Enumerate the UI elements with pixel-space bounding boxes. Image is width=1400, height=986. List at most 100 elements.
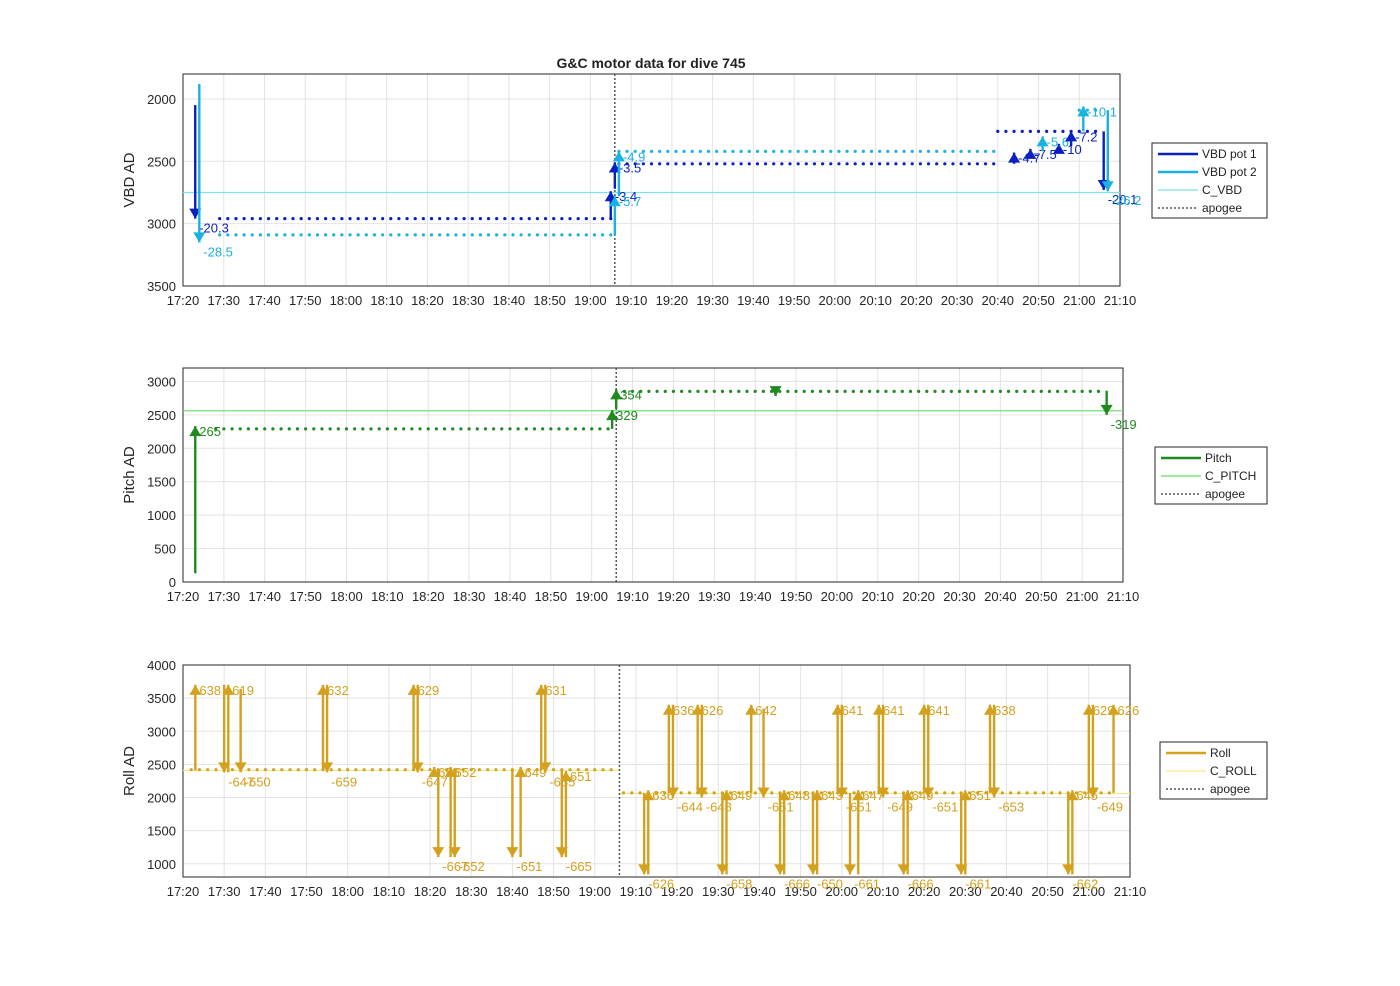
data-point [1072, 389, 1076, 394]
arrow-head [1024, 148, 1037, 159]
x-tick-label: 20:10 [862, 589, 895, 604]
data-point [827, 389, 831, 394]
arrow-head [769, 386, 782, 397]
x-tick-label: 19:10 [616, 589, 649, 604]
data-point [633, 162, 637, 166]
data-point [1020, 129, 1024, 133]
data-point [1000, 791, 1004, 795]
x-tick-label: 17:40 [248, 293, 281, 308]
data-point [304, 768, 309, 772]
data-point [565, 427, 569, 431]
legend-label: Roll [1210, 746, 1231, 760]
data-point [935, 162, 939, 166]
legend-label: C_PITCH [1205, 469, 1256, 483]
x-tick-label: 19:20 [656, 293, 689, 308]
arrow-label: -649 [1097, 800, 1123, 815]
data-point [690, 149, 694, 153]
data-point [755, 162, 760, 166]
data-point [788, 162, 792, 166]
arrow-label: -662 [1072, 876, 1098, 891]
data-point [803, 791, 807, 795]
arrow-label: -650 [245, 774, 271, 789]
data-point [755, 149, 760, 153]
data-point [405, 217, 409, 221]
x-tick-label: 20:40 [984, 589, 1017, 604]
data-point [967, 149, 971, 153]
data-point [737, 791, 741, 795]
data-point [1096, 389, 1101, 394]
data-point [551, 768, 556, 772]
data-point [478, 233, 482, 237]
data-point [745, 389, 749, 394]
data-point [1028, 129, 1032, 133]
data-point [226, 217, 230, 221]
arrow-head [988, 787, 1001, 798]
data-point [1023, 389, 1027, 394]
data-point [878, 149, 882, 153]
y-tick-label: 2500 [147, 408, 176, 423]
data-point [242, 233, 246, 237]
data-point [925, 389, 929, 394]
arrow-label: 626 [702, 703, 724, 718]
data-point [688, 389, 692, 394]
x-tick-label: 21:00 [1073, 884, 1106, 899]
data-point [353, 427, 357, 431]
y-axis-label: Pitch AD [121, 446, 138, 504]
data-point [737, 389, 741, 394]
arrow-head [189, 684, 202, 695]
x-tick-label: 18:30 [452, 293, 485, 308]
data-point [625, 162, 629, 166]
y-tick-label: 2000 [147, 92, 176, 107]
arrow-head [193, 232, 206, 243]
arrow-label: -658 [726, 876, 752, 891]
data-point [967, 791, 972, 795]
data-point [315, 217, 320, 221]
data-point [739, 149, 743, 153]
arrow-head [695, 787, 708, 798]
data-point [266, 233, 271, 237]
x-tick-label: 18:00 [330, 589, 363, 604]
data-point [320, 427, 324, 431]
x-tick-label: 18:10 [371, 589, 404, 604]
x-tick-label: 20:40 [982, 293, 1015, 308]
data-point [601, 217, 605, 221]
arrow-label: 649 [730, 788, 752, 803]
data-point [307, 233, 311, 237]
data-point [218, 217, 222, 221]
data-point [428, 768, 432, 772]
arrow-head [901, 790, 914, 801]
data-point [996, 129, 1000, 133]
arrow-head [222, 684, 235, 695]
data-point [1004, 129, 1008, 133]
x-tick-label: 19:40 [739, 589, 772, 604]
pitch-panel: 17:20 17:30 17:40 17:50 18:00 18:10 18:20 18:30… [121, 367, 1268, 604]
arrow-label: 631 [545, 683, 567, 698]
data-point [438, 217, 442, 221]
data-point [859, 389, 864, 394]
data-point [1050, 791, 1054, 795]
arrow-label: 632 [327, 683, 349, 698]
data-point [917, 389, 921, 394]
data-point [389, 217, 393, 221]
data-point [729, 791, 733, 795]
x-tick-label: 19:00 [574, 293, 607, 308]
y-axis-label: VBD AD [121, 152, 138, 207]
data-point [1025, 791, 1029, 795]
data-point [214, 768, 218, 772]
data-point [500, 427, 504, 431]
data-point [535, 768, 539, 772]
data-point [397, 233, 401, 237]
data-point [234, 217, 238, 221]
data-point [712, 791, 716, 795]
data-point [712, 389, 716, 394]
data-point [723, 149, 727, 153]
data-point [593, 768, 597, 772]
data-point [910, 149, 914, 153]
data-point [348, 233, 352, 237]
data-point [348, 217, 352, 221]
data-point [804, 162, 808, 166]
arrow-label: -20.1 [1108, 192, 1138, 207]
legend-label: apogee [1205, 487, 1245, 501]
data-point [827, 791, 832, 795]
